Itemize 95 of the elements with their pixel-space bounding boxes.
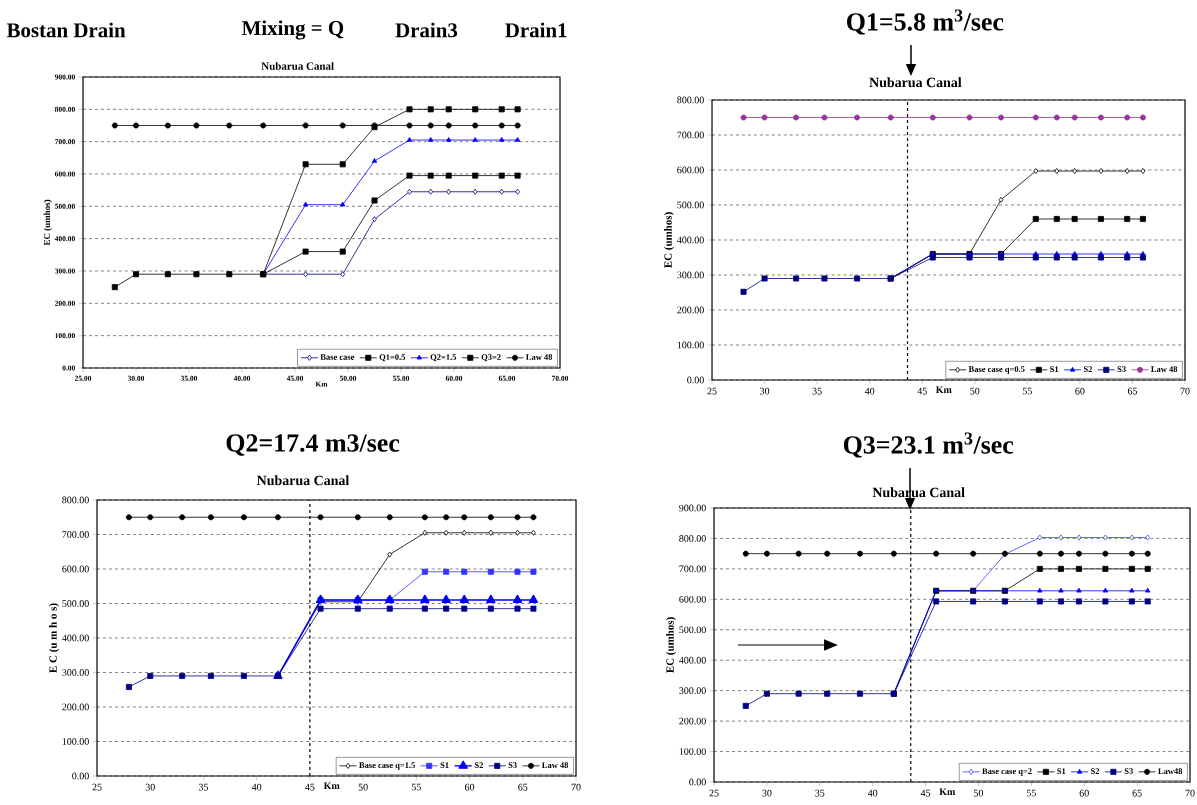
x-tick-label: 70 [1180, 387, 1190, 395]
y-tick-label: 500.00 [62, 600, 89, 607]
y-tick-label: 300.00 [62, 669, 89, 676]
y-tick-label: 100.00 [62, 738, 89, 745]
y-tick-label: 600.00 [677, 166, 704, 174]
y-tick-label: 100.00 [677, 341, 704, 349]
y-tick-label: 900.00 [679, 504, 706, 512]
x-tick-label: 35 [198, 783, 209, 791]
legend-label: S3 [1117, 366, 1126, 372]
legend-label: S3 [1124, 768, 1133, 774]
y-tick-label: 700.00 [677, 131, 704, 139]
x-tick-label: 50 [358, 783, 368, 791]
x-tick-label: 60 [1075, 387, 1085, 395]
x-tick-label: 70 [1185, 789, 1195, 797]
x-axis-title: Km [939, 788, 956, 796]
x-tick-label: 60 [1079, 789, 1089, 797]
x-tick-label: 55 [411, 783, 421, 791]
x-tick-label: 65 [518, 783, 528, 791]
legend-label: Law 48 [1151, 366, 1178, 372]
chart-title: Nubarua Canal [261, 62, 334, 70]
y-axis-title: EC (umhos) [664, 212, 674, 268]
x-tick-label: 55 [1026, 789, 1036, 797]
legend-label: Law 48 [541, 762, 569, 769]
x-tick-label: 30 [145, 783, 155, 791]
legend-label: Base case q=1.5 [359, 762, 415, 770]
chart-title: Q1=5.8 m$^{3}$/sec [847, 9, 1004, 35]
y-tick-label: 800.00 [679, 535, 706, 542]
y-tick-label: 0.00 [72, 772, 89, 780]
text: Drain1 [505, 22, 567, 38]
y-tick-label: 300.00 [679, 687, 706, 695]
x-tick-label: 40 [864, 387, 875, 395]
x-tick-label: 65 [1132, 789, 1142, 797]
chart-subtitle: Nubarua Canal [256, 475, 350, 486]
x-tick-label: 40 [867, 789, 878, 797]
y-tick-label: 600.00 [679, 595, 706, 603]
legend-label: Q3=2 [481, 354, 501, 362]
y-tick-label: 100.00 [679, 748, 706, 755]
legend-label: S1 [1057, 768, 1066, 774]
y-tick-label: 400.00 [62, 634, 89, 642]
chart-title: Q2=17.4 m3/sec [226, 434, 400, 456]
x-tick-label: 35 [812, 387, 822, 395]
legend-label: Base case q=2 [982, 768, 1032, 776]
x-tick-label: 50 [974, 789, 984, 797]
x-axis-title: Km [323, 782, 340, 790]
legend-label: S1 [1050, 366, 1059, 372]
x-tick-label: 45 [920, 789, 931, 797]
legend-label: S1 [440, 762, 449, 768]
y-tick-label: 200.00 [679, 717, 706, 725]
legend-label: Law48 [1158, 768, 1183, 775]
x-tick-label: 45 [305, 783, 315, 791]
legend-label: Base case q=0.5 [968, 366, 1025, 374]
legend-label: Law 48 [525, 354, 553, 360]
legend-label: Q2=1.5 [430, 354, 457, 362]
x-tick-label: 65 [1127, 387, 1138, 395]
y-tick-label: 700.00 [679, 565, 706, 573]
y-tick-label: 600.00 [62, 565, 89, 573]
x-tick-label: 25 [707, 387, 717, 395]
legend-label: S2 [474, 762, 483, 768]
x-tick-label: 30 [760, 387, 770, 395]
y-tick-label: 500.00 [677, 201, 704, 209]
x-axis-title: Km [935, 386, 952, 394]
y-tick-label: 800.00 [62, 496, 89, 504]
chart-subtitle: Nubarua Canal [869, 77, 962, 88]
x-tick-label: 25 [709, 789, 719, 797]
chart-title: Q3=23.1 m$^{3}$/sec [843, 432, 1014, 458]
x-tick-label: 35 [815, 789, 825, 797]
text: Bostan Drain [6, 22, 126, 38]
y-tick-label: 200.00 [677, 306, 704, 314]
x-tick-label: 60 [465, 783, 475, 791]
y-axis-title: EC (umhos) [43, 199, 52, 246]
x-tick-label: 70 [571, 783, 581, 791]
legend-label: S2 [1090, 768, 1100, 774]
x-tick-label: 45 [917, 387, 927, 395]
x-tick-label: 40 [251, 783, 262, 791]
y-tick-label: 200.00 [62, 703, 89, 711]
x-tick-label: 55 [1022, 387, 1032, 395]
text: Drain3 [395, 22, 458, 38]
y-tick-label: 800.00 [677, 96, 704, 104]
y-tick-label: 300.00 [677, 271, 704, 279]
legend-label: S3 [508, 762, 517, 768]
legend-label: Q1=0.5 [379, 354, 406, 362]
legend-label: Base case [320, 354, 355, 360]
y-tick-label: 0.00 [687, 376, 704, 384]
y-tick-label: 400.00 [677, 236, 704, 244]
y-tick-label: 500.00 [679, 626, 706, 634]
text: Mixing = Q [241, 20, 344, 40]
x-tick-label: 50 [970, 387, 980, 395]
y-tick-label: 400.00 [679, 656, 706, 664]
y-tick-label: 0.00 [689, 778, 706, 786]
y-tick-label: 700.00 [62, 531, 89, 538]
legend-label: S2 [1083, 366, 1093, 372]
x-tick-label: 30 [762, 789, 772, 797]
x-tick-label: 25 [92, 783, 102, 791]
y-axis-title: E C (u m h o s) [49, 603, 59, 673]
y-axis-title: EC (umhos) [666, 617, 676, 673]
